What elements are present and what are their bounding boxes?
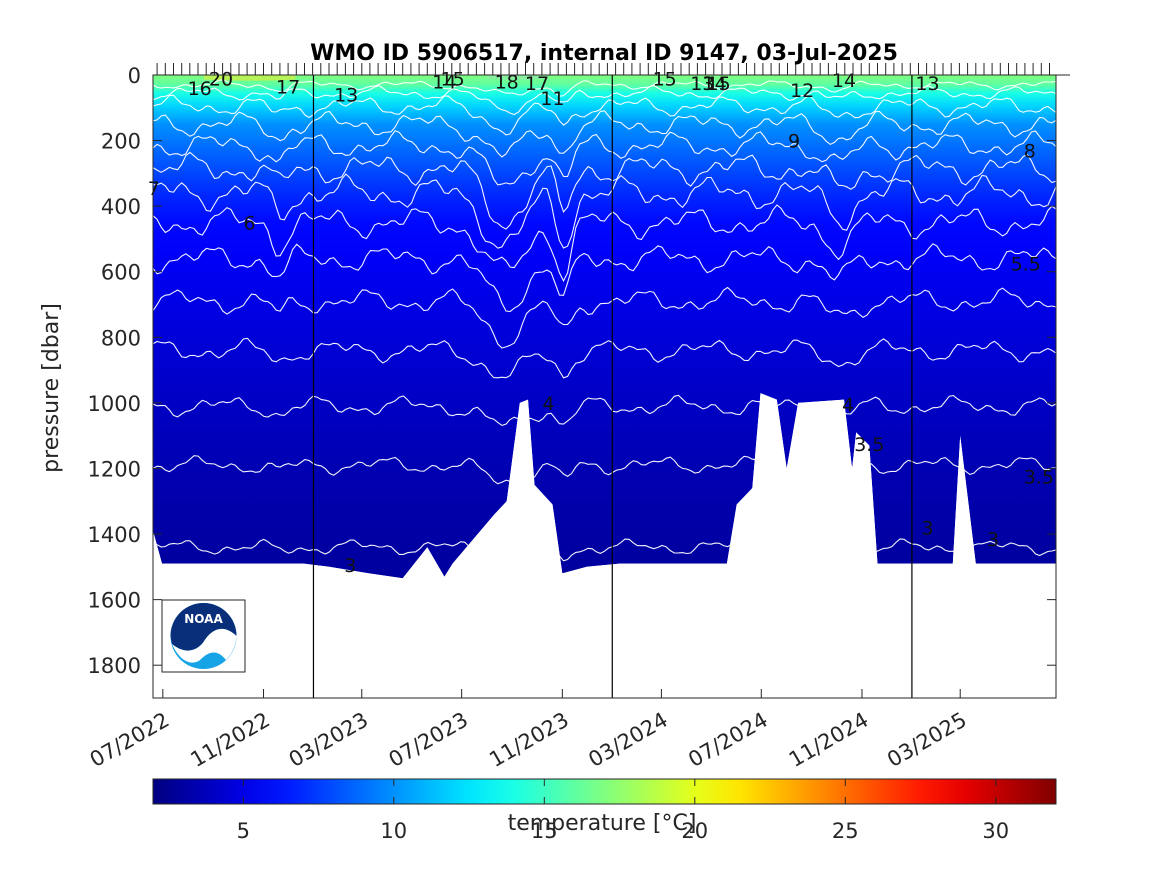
contour-label: 6 — [244, 213, 256, 235]
colorbar-ticks: 5 10 15 20 25 30 — [237, 779, 1009, 843]
contour-label: 3 — [987, 529, 999, 551]
colorbar-tick-label: 20 — [681, 819, 708, 843]
noaa-logo-text: NOAA — [184, 612, 223, 626]
no-data-mask — [153, 393, 1056, 698]
x-tick-label: 07/2022 — [86, 708, 174, 772]
contour-label: 17 — [276, 77, 300, 99]
temperature-field — [153, 75, 1056, 579]
contour-label: 7 — [148, 178, 160, 200]
isotherm-9 — [153, 130, 1056, 186]
isotherm-5-5 — [153, 243, 1056, 313]
contour-label: 3.5 — [1024, 467, 1054, 489]
y-tick-label: 600 — [101, 261, 141, 285]
y-tick-label: 0 — [128, 64, 141, 88]
contour-label: 8 — [1024, 140, 1036, 162]
contour-label: 15 — [653, 68, 677, 90]
contour-label: 14 — [832, 70, 856, 92]
contour-label: 15 — [441, 68, 465, 90]
year-boundary-lines — [312, 75, 913, 698]
x-tick-label: 11/2024 — [785, 708, 873, 772]
contour-label: 13 — [690, 73, 714, 95]
x-tick-label: 03/2023 — [285, 708, 373, 772]
isotherm-14 — [153, 84, 1056, 116]
y-tick-label: 1000 — [88, 392, 141, 416]
contour-label: 9 — [788, 131, 800, 153]
colorbar-label: temperature [°C] — [508, 811, 697, 836]
isotherm-8 — [153, 151, 1056, 230]
y-axis-ticks: 0 200 400 600 800 1000 1200 1400 1600 1800 — [88, 64, 1056, 678]
contour-label: 20 — [209, 68, 233, 90]
x-tick-label: 11/2022 — [186, 708, 274, 772]
contour-label: 15 — [707, 73, 731, 95]
contour-label: 14 — [432, 72, 456, 94]
x-tick-label: 07/2023 — [385, 708, 473, 772]
isotherm-12 — [153, 94, 1056, 136]
x-tick-label: 07/2024 — [684, 708, 772, 772]
y-tick-label: 1400 — [88, 523, 141, 547]
contour-label: 13 — [915, 73, 939, 95]
y-tick-label: 1800 — [88, 654, 141, 678]
colorbar-tick-label: 15 — [531, 819, 558, 843]
noaa-logo: NOAA — [161, 599, 246, 673]
colorbar-tick-label: 10 — [380, 819, 407, 843]
contour-label: 14 — [703, 73, 727, 95]
x-axis-ticks: 07/2022 11/2022 03/2023 07/2023 11/2023 03/20… — [86, 689, 971, 772]
isotherm-3 — [153, 538, 1056, 564]
isotherm-lines — [153, 79, 1056, 698]
warm-surface-patch — [203, 75, 296, 81]
contour-label: 3 — [921, 518, 933, 540]
contour-label: 4 — [842, 395, 854, 417]
contour-label: 12 — [790, 80, 814, 102]
isotherm-3-5 — [153, 455, 1056, 485]
isotherm-6 — [153, 204, 1056, 283]
x-tick-label: 11/2023 — [485, 708, 573, 772]
contour-label: 17 — [525, 73, 549, 95]
isotherm-4 — [153, 394, 1056, 427]
contour-label: 18 — [495, 72, 519, 94]
contour-label: 3 — [344, 555, 356, 577]
y-tick-label: 800 — [101, 326, 141, 350]
contour-label: 5.5 — [1011, 254, 1041, 276]
y-tick-label: 200 — [101, 130, 141, 154]
contour-label: 4 — [542, 393, 554, 415]
colorbar-tick-label: 25 — [832, 819, 859, 843]
x-tick-label: 03/2025 — [883, 708, 971, 772]
isotherm-10 — [153, 110, 1056, 158]
contour-label: 13 — [334, 85, 358, 107]
temperature-heatmap — [153, 75, 1056, 579]
warm-surface-patch — [487, 75, 549, 80]
y-tick-label: 1200 — [88, 457, 141, 481]
profile-tick-marks — [156, 63, 1050, 75]
isotherm-7 — [153, 173, 1056, 249]
colorbar-tick-label: 5 — [237, 819, 250, 843]
contour-label: 3.5 — [854, 434, 884, 456]
y-axis-label: pressure [dbar] — [39, 303, 64, 473]
colorbar-tick-label: 30 — [982, 819, 1009, 843]
isotherm-16 — [153, 79, 1056, 97]
isotherm-4-5 — [153, 337, 1056, 379]
contour-label: 11 — [540, 88, 564, 110]
y-tick-label: 400 — [101, 195, 141, 219]
x-tick-label: 03/2024 — [584, 708, 672, 772]
isotherm-5 — [153, 286, 1056, 349]
chart-title: WMO ID 5906517, internal ID 9147, 03-Jul… — [310, 41, 898, 66]
colorbar — [152, 778, 1057, 805]
contour-label: 16 — [188, 78, 212, 100]
y-tick-label: 1600 — [88, 589, 141, 613]
